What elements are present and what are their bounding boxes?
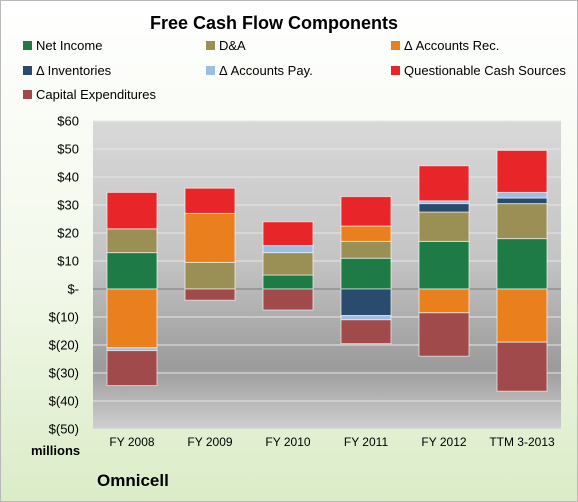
bar-segment-d-a-fy-2008: [106, 228, 158, 254]
legend-item-inventories: Δ Inventories: [23, 63, 111, 78]
bar-segment-questionable-cash-sources-fy-2011: [340, 196, 392, 227]
bar-segment-d-a-ttm-3-2013: [496, 203, 548, 240]
y-tick-label: $50: [57, 142, 79, 157]
y-tick-label: $(20): [49, 338, 79, 353]
bar-segment-questionable-cash-sources-fy-2012: [418, 165, 470, 202]
y-tick-label: $20: [57, 226, 79, 241]
chart-title: Free Cash Flow Components: [149, 13, 399, 33]
legend-swatch: [391, 66, 400, 75]
y-tick-label: $40: [57, 170, 79, 185]
bar-segment-net-income-ttm-3-2013: [496, 238, 548, 290]
legend-swatch: [23, 90, 32, 99]
bar-segment-net-income-fy-2008: [106, 252, 158, 290]
legend-label: Capital Expenditures: [36, 87, 156, 102]
units-label: millions: [31, 443, 81, 458]
legend-label: Δ Accounts Pay.: [219, 63, 313, 78]
bar-segment-d-a-fy-2011: [340, 240, 392, 259]
bar-segment-accounts-pay-ttm-3-2013: [496, 191, 548, 199]
bar-segment-questionable-cash-sources-fy-2008: [106, 191, 158, 230]
plot-background: [93, 121, 561, 429]
company-label: Omnicell: [97, 471, 169, 490]
bar-segment-questionable-cash-sources-fy-2009: [184, 187, 236, 214]
x-tick-label: FY 2008: [109, 435, 154, 449]
bar-segment-questionable-cash-sources-ttm-3-2013: [496, 149, 548, 193]
bar-segment-capital-expenditures-fy-2008: [106, 350, 158, 387]
bar-segment-accounts-rec-ttm-3-2013: [496, 288, 548, 343]
legend-label: Δ Accounts Rec.: [404, 38, 500, 53]
x-tick-label: TTM 3-2013: [489, 435, 555, 449]
legend-label: Net Income: [36, 38, 103, 53]
bar-segment-inventories-ttm-3-2013: [496, 197, 548, 205]
bar-segment-accounts-rec-fy-2011: [340, 225, 392, 242]
bar-segment-d-a-fy-2012: [418, 211, 470, 242]
y-tick-label: $10: [57, 254, 79, 269]
bar-segment-net-income-fy-2010: [262, 274, 314, 290]
bar-segment-net-income-fy-2011: [340, 257, 392, 290]
bar-segment-net-income-fy-2012: [418, 240, 470, 290]
x-tick-label: FY 2010: [265, 435, 310, 449]
y-tick-label: $(40): [49, 394, 79, 409]
legend-swatch: [23, 41, 32, 50]
bar-segment-inventories-fy-2012: [418, 203, 470, 213]
bar-segment-questionable-cash-sources-fy-2010: [262, 221, 314, 247]
bar-segment-accounts-pay-fy-2011: [340, 315, 392, 321]
legend-item-questionable-cash-sources: Questionable Cash Sources: [391, 63, 566, 78]
bar-segment-capital-expenditures-fy-2012: [418, 312, 470, 357]
bar-segment-inventories-fy-2011: [340, 288, 392, 317]
bar-segment-capital-expenditures-ttm-3-2013: [496, 341, 548, 392]
legend-item-accounts-pay: Δ Accounts Pay.: [206, 63, 313, 78]
bar-segment-accounts-rec-fy-2012: [418, 288, 470, 314]
y-tick-label: $(50): [49, 422, 79, 437]
bar-segment-capital-expenditures-fy-2009: [184, 288, 236, 301]
y-tick-label: $30: [57, 198, 79, 213]
bar-segment-accounts-rec-fy-2008: [106, 288, 158, 349]
legend-label: D&A: [219, 38, 246, 53]
bar-segment-accounts-rec-fy-2009: [184, 212, 236, 263]
bar-segment-capital-expenditures-fy-2011: [340, 319, 392, 345]
y-tick-label: $(30): [49, 366, 79, 381]
bar-segment-accounts-pay-fy-2010: [262, 245, 314, 254]
x-tick-label: FY 2011: [344, 435, 389, 449]
y-tick-label: $60: [57, 114, 79, 129]
x-tick-label: FY 2009: [187, 435, 232, 449]
bar-segment-d-a-fy-2010: [262, 252, 314, 276]
legend-swatch: [391, 41, 400, 50]
legend-swatch: [206, 66, 215, 75]
y-tick-label: $-: [67, 282, 79, 297]
legend-item-capital-expenditures: Capital Expenditures: [23, 87, 156, 102]
legend-item-accounts-rec: Δ Accounts Rec.: [391, 38, 499, 53]
legend-swatch: [23, 66, 32, 75]
legend-swatch: [206, 41, 215, 50]
legend-label: Questionable Cash Sources: [404, 63, 566, 78]
legend-item-net-income: Net Income: [23, 38, 102, 53]
legend-label: Δ Inventories: [36, 63, 112, 78]
legend-item-d-a: D&A: [206, 38, 246, 53]
bar-segment-d-a-fy-2009: [184, 261, 236, 290]
bar-segment-capital-expenditures-fy-2010: [262, 288, 314, 311]
chart-legend: Net Income D&A Δ Accounts Rec. Δ Inventorie…: [1, 1, 577, 111]
x-tick-label: FY 2012: [421, 435, 466, 449]
y-tick-label: $(10): [49, 310, 79, 325]
